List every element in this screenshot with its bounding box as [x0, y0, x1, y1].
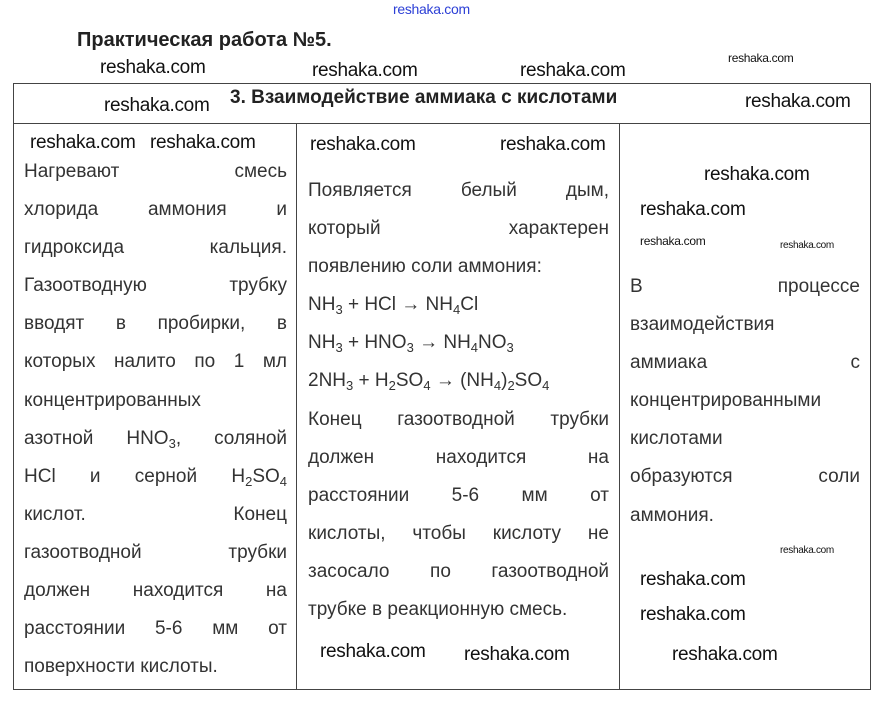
subscript: 4 — [470, 340, 479, 356]
formula-text: SO — [514, 370, 543, 392]
text-line: Конец газоотводной трубки — [308, 408, 609, 430]
watermark: reshaka.com — [30, 132, 136, 153]
text-line: кислот. Конец — [24, 503, 287, 525]
watermark: reshaka.com — [104, 95, 210, 116]
subscript: 2 — [388, 378, 396, 394]
watermark: reshaka.com — [464, 644, 570, 665]
text-line: аммиака с — [630, 352, 860, 374]
text-line: кислоты, чтобы кислоту не — [308, 522, 609, 544]
text-line: Газоотводную трубку — [24, 275, 287, 297]
subscript: 4 — [453, 302, 461, 318]
formula-text: + HCl → NH — [342, 294, 454, 316]
subscript: 3 — [335, 302, 343, 318]
watermark: reshaka.com — [320, 641, 426, 662]
formula-text: 2NH — [308, 370, 347, 392]
watermark: reshaka.com — [640, 234, 706, 248]
text-line: поверхности кислоты. — [24, 656, 218, 678]
watermark: reshaka.com — [312, 60, 418, 81]
text-line: должен находится на — [24, 580, 287, 602]
formula-text: NO — [478, 332, 507, 354]
text-line: образуются соли — [630, 466, 860, 488]
subscript: 3 — [335, 340, 343, 356]
formula-text: + H — [353, 370, 389, 392]
subscript: 3 — [506, 340, 514, 356]
watermark: reshaka.com — [704, 164, 810, 185]
subscript: 3 — [406, 340, 414, 356]
watermark: reshaka.com — [728, 51, 794, 65]
formula-text: → (NH — [430, 370, 494, 392]
text-line: NH3 + HCl → NH4Cl — [308, 294, 609, 332]
subscript: 4 — [542, 378, 550, 394]
text-line: трубке в реакционную смесь. — [308, 599, 568, 621]
formula-text: азотной HNO — [24, 427, 169, 449]
text-line: засосало по газоотводной — [308, 560, 609, 582]
formula-text: SO — [395, 370, 424, 392]
text-line: аммония. — [630, 504, 714, 526]
text-line: расстоянии 5-6 мм от — [308, 484, 609, 506]
column-divider — [296, 123, 297, 689]
text-line: концентрированными — [630, 390, 822, 412]
experiment-table: 3. Взаимодействие аммиака с кислотами — [13, 83, 871, 690]
conclusion-column: В процессе взаимодействия аммиака с концент… — [630, 276, 860, 543]
text-line: кислотами — [630, 428, 723, 450]
formula-text: , соляной — [175, 427, 287, 449]
formula-text: SO — [252, 465, 280, 487]
text-line: В процессе — [630, 276, 860, 297]
watermark: reshaka.com — [780, 545, 834, 556]
watermark: reshaka.com — [640, 199, 746, 220]
subscript: 3 — [346, 378, 354, 394]
text-line: концентрированных — [24, 389, 201, 411]
subscript: 4 — [493, 378, 502, 394]
table-header: 3. Взаимодействие аммиака с кислотами — [14, 84, 870, 124]
formula-text: NH — [308, 294, 336, 316]
text-line: NH3 + HNO3 → NH4NO3 — [308, 332, 609, 370]
watermark: reshaka.com — [393, 1, 470, 17]
watermark: reshaka.com — [640, 569, 746, 590]
watermark: reshaka.com — [520, 60, 626, 81]
text-line: газоотводной трубки — [24, 541, 287, 563]
page-title: Практическая работа №5. — [77, 29, 332, 51]
text-line: гидроксида кальция. — [24, 237, 287, 259]
text-line: взаимодействия — [630, 314, 775, 336]
formula-text: ) — [501, 370, 508, 392]
formula-text: + HNO — [342, 332, 407, 354]
watermark: reshaka.com — [672, 644, 778, 665]
watermark: reshaka.com — [150, 132, 256, 153]
watermark: reshaka.com — [780, 240, 834, 251]
text-line: хлорида аммония и — [24, 199, 287, 221]
watermark: reshaka.com — [500, 134, 606, 155]
text-line: которых налито по 1 мл — [24, 351, 287, 373]
watermark: reshaka.com — [100, 57, 206, 78]
formula-text: HCl и серной H — [24, 465, 246, 487]
subscript: 4 — [279, 473, 287, 489]
text-line: азотной HNO3, соляной — [24, 428, 287, 466]
procedure-column: Нагревают смесь хлорида аммония и гидрокси… — [24, 161, 287, 694]
watermark: reshaka.com — [745, 91, 851, 112]
text-line: который характерен — [308, 218, 609, 240]
formula-text: → NH — [413, 332, 471, 354]
subscript: 2 — [507, 378, 515, 394]
text-line: HCl и серной H2SO4 — [24, 466, 287, 504]
formula-text: Cl — [460, 294, 479, 316]
text-line: расстоянии 5-6 мм от — [24, 618, 287, 640]
text-line: Нагревают смесь — [24, 161, 287, 182]
observation-column: Появляется белый дым, который характерен п… — [308, 180, 609, 637]
text-line: 2NH3 + H2SO4 → (NH4)2SO4 — [308, 370, 609, 408]
column-divider — [619, 123, 620, 689]
formula-text: NH — [308, 332, 336, 354]
watermark: reshaka.com — [310, 134, 416, 155]
subscript: 4 — [423, 378, 431, 394]
subscript: 2 — [245, 473, 253, 489]
text-line: должен находится на — [308, 446, 609, 468]
text-line: вводят в пробирки, в — [24, 313, 287, 335]
table-header-text: 3. Взаимодействие аммиака с кислотами — [230, 87, 618, 108]
text-line: Появляется белый дым, — [308, 180, 609, 201]
subscript: 3 — [168, 435, 176, 451]
text-line: появлению соли аммония: — [308, 256, 542, 278]
watermark: reshaka.com — [640, 604, 746, 625]
